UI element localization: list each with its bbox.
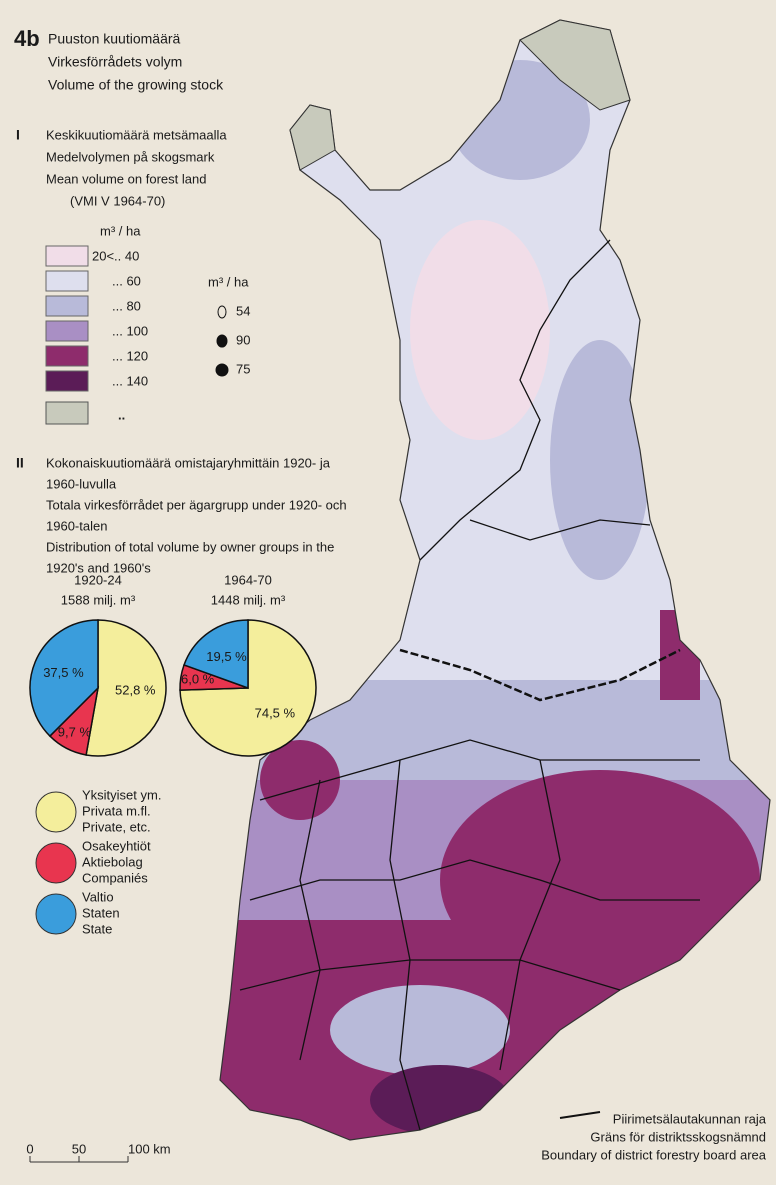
no-data-area bbox=[519, 19, 631, 111]
pie-label: 9,7 % bbox=[58, 725, 92, 740]
owner-label: Osakeyhtiöt bbox=[82, 838, 151, 853]
region bbox=[410, 220, 550, 440]
boundary bbox=[239, 959, 621, 991]
section-title: Mean volume on forest land bbox=[46, 171, 206, 186]
owner-label: Staten bbox=[82, 905, 120, 920]
legend-label: ... 140 bbox=[112, 373, 148, 388]
boundary-label: Boundary of district forestry board area bbox=[541, 1147, 766, 1162]
owner-label: State bbox=[82, 921, 112, 936]
pie-slice bbox=[85, 619, 167, 757]
legend-swatch bbox=[45, 245, 89, 267]
scale-label: 100 km bbox=[128, 1141, 171, 1156]
legend-swatch bbox=[45, 270, 89, 292]
map-title: Puuston kuutiomäärä bbox=[48, 31, 181, 47]
pie-label: 6,0 % bbox=[181, 671, 215, 686]
legend-swatch bbox=[45, 345, 89, 367]
boundary-label: Piirimetsälautakunnan raja bbox=[613, 1111, 767, 1126]
owner-swatch bbox=[35, 842, 77, 884]
symbol-label: 54 bbox=[236, 303, 250, 318]
pie-label: 19,5 % bbox=[206, 649, 247, 664]
owner-label: Aktiebolag bbox=[82, 854, 143, 869]
owner-label: Valtio bbox=[82, 889, 114, 904]
map bbox=[220, 20, 770, 1140]
symbol-unit: m³ / ha bbox=[208, 274, 249, 289]
symbol-label: 75 bbox=[236, 361, 250, 376]
section-title: (VMI V 1964-70) bbox=[70, 193, 165, 208]
section-title: Totala virkesförrådet per ägargrupp unde… bbox=[46, 497, 347, 512]
map-title: Volume of the growing stock bbox=[48, 77, 224, 93]
boundary bbox=[419, 239, 611, 561]
scale-bar bbox=[29, 1156, 129, 1163]
owner-label: Yksityiset ym. bbox=[82, 787, 161, 802]
owner-swatch bbox=[35, 893, 77, 935]
section-title: Kokonaiskuutiomäärä omistajaryhmittäin 1… bbox=[46, 455, 331, 470]
owner-swatch bbox=[35, 791, 77, 833]
legend-label: ... 60 bbox=[112, 273, 141, 288]
region bbox=[330, 985, 510, 1075]
legend-swatch bbox=[45, 370, 89, 392]
boundary bbox=[299, 779, 321, 1061]
boundary bbox=[499, 759, 561, 1071]
symbol-icon bbox=[215, 363, 229, 377]
owner-label: Companiés bbox=[82, 870, 148, 885]
legend-swatch bbox=[45, 320, 89, 342]
region bbox=[260, 740, 340, 820]
scale-label: 0 bbox=[26, 1141, 33, 1156]
no-data-area bbox=[289, 104, 336, 171]
legend-unit: m³ / ha bbox=[100, 223, 141, 238]
pie-slice bbox=[29, 619, 99, 738]
section-numeral: I bbox=[16, 127, 20, 143]
owner-label: Privata m.fl. bbox=[82, 803, 151, 818]
section-title: 1920's and 1960's bbox=[46, 560, 151, 575]
boundary bbox=[399, 648, 681, 702]
scale-label: 50 bbox=[72, 1141, 86, 1156]
pie-label: 74,5 % bbox=[255, 705, 296, 720]
section-title: Distribution of total volume by owner gr… bbox=[46, 539, 334, 554]
no-data-label: .. bbox=[118, 407, 125, 422]
owner-label: Private, etc. bbox=[82, 819, 151, 834]
boundary-swatch bbox=[559, 1111, 601, 1119]
boundary bbox=[249, 859, 700, 901]
section-title: Medelvolymen på skogsmark bbox=[46, 149, 215, 164]
legend-label: ... 100 bbox=[112, 323, 148, 338]
no-data-swatch bbox=[45, 401, 89, 425]
legend-label: ... 120 bbox=[112, 348, 148, 363]
region bbox=[550, 340, 650, 580]
section-title: 1960-luvulla bbox=[46, 476, 117, 491]
pie-total: 1448 milj. m³ bbox=[211, 592, 286, 607]
legend-swatch bbox=[45, 295, 89, 317]
map-title: Virkesförrådets volym bbox=[48, 54, 182, 70]
boundary bbox=[469, 519, 651, 541]
pie-label: 52,8 % bbox=[115, 683, 156, 698]
symbol-label: 90 bbox=[236, 332, 250, 347]
section-title: Keskikuutiomäärä metsämaalla bbox=[46, 127, 227, 142]
legend-label: 20<.. 40 bbox=[92, 248, 139, 263]
pie-slice bbox=[183, 619, 249, 690]
section-title: 1960-talen bbox=[46, 518, 107, 533]
region bbox=[370, 1065, 510, 1135]
map-number: 4b bbox=[14, 26, 40, 51]
pie-title: 1920-24 bbox=[74, 572, 122, 587]
boundary bbox=[259, 739, 700, 801]
region bbox=[660, 610, 700, 700]
symbol-icon bbox=[217, 305, 227, 319]
legend-label: ... 80 bbox=[112, 298, 141, 313]
pie-total: 1588 milj. m³ bbox=[61, 592, 136, 607]
symbol-icon bbox=[216, 334, 228, 348]
section-numeral: II bbox=[16, 455, 24, 471]
district-boundaries bbox=[239, 239, 700, 1131]
boundary-label: Gräns för distriktsskogsnämnd bbox=[590, 1129, 766, 1144]
pie-title: 1964-70 bbox=[224, 572, 272, 587]
pie-label: 37,5 % bbox=[43, 665, 84, 680]
